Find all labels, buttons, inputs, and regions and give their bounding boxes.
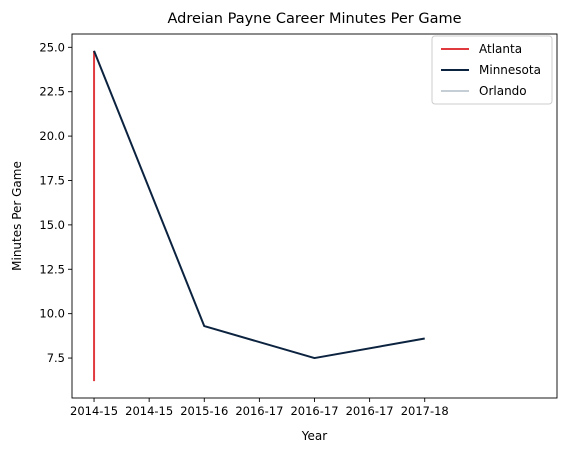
series-line-minnesota: [93, 50, 425, 360]
x-tick-label: 2014-15: [125, 404, 173, 418]
y-tick-label: 22.5: [39, 85, 65, 99]
x-tick-label: 2015-16: [180, 404, 228, 418]
y-axis-title: Minutes Per Game: [10, 161, 24, 271]
y-tick-label: 7.5: [47, 351, 65, 365]
y-tick-label: 17.5: [39, 173, 65, 187]
x-tick-label: 2014-15: [70, 404, 118, 418]
legend: Atlanta Minnesota Orlando: [431, 35, 553, 105]
legend-label-orlando: Orlando: [479, 84, 527, 98]
legend-box: [431, 35, 553, 105]
y-tick-label: 15.0: [39, 218, 65, 232]
legend-label-minnesota: Minnesota: [479, 63, 541, 77]
x-tick-label: 2016-17: [346, 404, 394, 418]
x-axis: 2014-15 2014-15 2015-16 2016-17 2016-17 2016-…: [70, 398, 449, 418]
chart-title: Adreian Payne Career Minutes Per Game: [167, 11, 461, 27]
x-tick-label: 2017-18: [401, 404, 449, 418]
y-tick-label: 12.5: [39, 262, 65, 276]
x-tick-label: 2016-17: [235, 404, 283, 418]
y-axis: 7.5 10.0 12.5 15.0 17.5 20.0 22.5 25.0: [39, 40, 72, 365]
x-axis-title: Year: [301, 429, 327, 443]
x-tick-label: 2016-17: [290, 404, 338, 418]
y-tick-label: 10.0: [39, 307, 65, 321]
y-tick-label: 20.0: [39, 129, 65, 143]
y-tick-label: 25.0: [39, 40, 65, 54]
legend-label-atlanta: Atlanta: [479, 42, 522, 56]
